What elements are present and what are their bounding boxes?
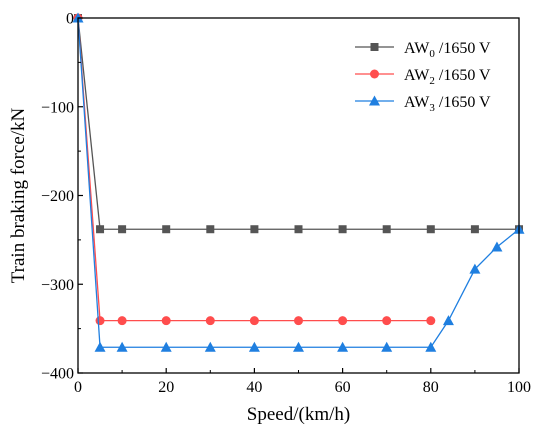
data-point: [162, 225, 171, 234]
data-point: [206, 225, 215, 234]
data-point: [294, 316, 303, 326]
data-point: [294, 225, 303, 234]
data-point: [118, 225, 127, 234]
legend-item: AW3 /1650 V: [355, 94, 491, 114]
y-tick-label: −300: [41, 277, 74, 294]
data-point: [116, 341, 128, 352]
legend-label: AW2 /1650 V: [404, 67, 491, 87]
data-point: [250, 225, 259, 234]
data-point: [204, 341, 216, 352]
legend-label: AW3 /1650 V: [404, 94, 491, 114]
data-point: [382, 225, 391, 234]
series-line: [77, 17, 520, 348]
data-point: [293, 341, 304, 352]
x-tick-label: 20: [158, 379, 174, 396]
data-point: [248, 341, 260, 352]
axes-layer: 0 20 40 60 80 100 0 −100 −200 −300 −400: [41, 11, 531, 397]
series-2: [73, 13, 436, 326]
y-tick-label: −100: [41, 99, 74, 116]
data-point: [337, 341, 349, 352]
y-axis-title: Train braking force/kN: [8, 107, 29, 283]
x-tick-label: 100: [507, 379, 531, 396]
x-tick-label: 80: [423, 379, 439, 396]
legend-item: AW2 /1650 V: [355, 67, 491, 87]
legend-marker: [370, 43, 379, 51]
data-point: [426, 225, 435, 234]
data-point: [425, 341, 437, 352]
series-line: [77, 17, 431, 322]
data-point: [426, 316, 436, 326]
y-tick-label: −400: [41, 366, 74, 383]
data-point: [249, 316, 259, 326]
data-point: [382, 316, 392, 326]
data-point: [95, 316, 105, 326]
x-tick-label: 0: [74, 379, 82, 396]
data-point: [338, 225, 347, 234]
data-point: [338, 316, 348, 326]
data-point: [381, 341, 393, 352]
x-tick-label: 60: [335, 379, 351, 396]
data-point: [161, 316, 171, 326]
data-point: [491, 241, 503, 252]
data-point: [205, 316, 215, 326]
y-tick-label: 0: [66, 11, 74, 28]
data-point: [96, 225, 105, 234]
data-layer: [72, 12, 525, 352]
x-tick-label: 40: [246, 379, 262, 396]
data-point: [94, 341, 106, 352]
y-tick-label: −200: [41, 188, 74, 205]
data-point: [117, 316, 127, 326]
data-point: [469, 263, 481, 274]
data-point: [470, 225, 479, 234]
data-point: [442, 315, 454, 326]
legend-item: AW0 /1650 V: [355, 40, 491, 60]
x-axis-title: Speed/(km/h): [247, 404, 350, 425]
series-3: [72, 12, 525, 352]
data-point: [160, 341, 172, 352]
legend-marker: [369, 95, 380, 106]
legend: AW0 /1650 V AW2 /1650 V AW3 /1650 V: [355, 40, 491, 114]
legend-marker: [370, 69, 379, 79]
legend-label: AW0 /1650 V: [404, 40, 491, 60]
